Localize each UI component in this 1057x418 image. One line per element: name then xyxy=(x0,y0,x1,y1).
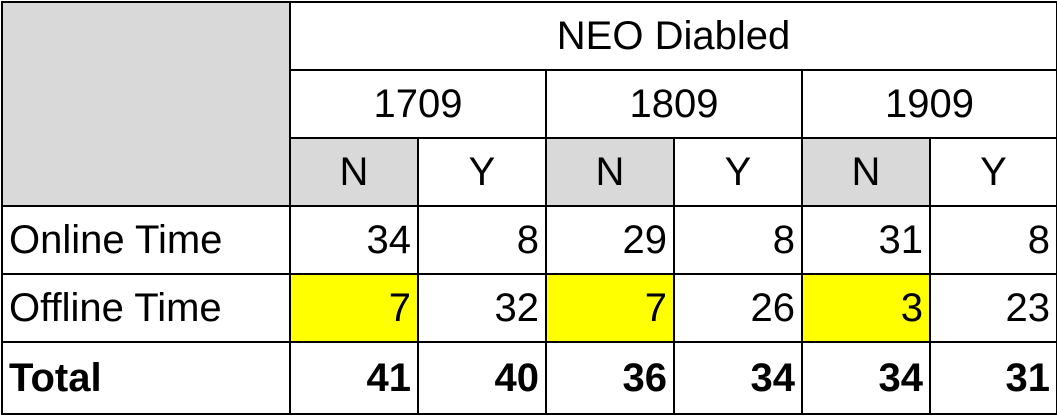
total-cell: 41 xyxy=(289,341,419,415)
total-cell: 31 xyxy=(928,341,1057,415)
month-header: 1809 xyxy=(545,69,803,139)
data-cell: 32 xyxy=(417,273,547,343)
data-cell: 8 xyxy=(928,205,1057,275)
table-row: Offline Time 7 32 7 26 3 23 xyxy=(1,273,1057,343)
total-cell: 34 xyxy=(673,341,803,415)
highlighted-data-cell: 3 xyxy=(801,273,931,343)
sub-column-header: N xyxy=(545,137,675,207)
total-cell: 34 xyxy=(801,341,931,415)
month-header: 1909 xyxy=(800,69,1057,139)
total-cell: 40 xyxy=(417,341,547,415)
sub-column-header: Y xyxy=(928,137,1057,207)
row-label: Total xyxy=(1,341,291,415)
corner-cell xyxy=(1,1,291,207)
month-header: 1709 xyxy=(289,69,547,139)
data-cell: 8 xyxy=(673,205,803,275)
sub-column-header: Y xyxy=(417,137,547,207)
data-cell: 29 xyxy=(545,205,675,275)
row-label: Offline Time xyxy=(1,273,291,343)
data-cell: 26 xyxy=(673,273,803,343)
row-label: Online Time xyxy=(1,205,291,275)
sub-column-header: Y xyxy=(673,137,803,207)
total-row: Total 41 40 36 34 34 31 xyxy=(1,341,1057,415)
table-title: NEO Diabled xyxy=(288,1,1057,71)
highlighted-data-cell: 7 xyxy=(545,273,675,343)
total-cell: 36 xyxy=(545,341,675,415)
data-cell: 34 xyxy=(289,205,419,275)
data-cell: 23 xyxy=(928,273,1057,343)
table-row: Online Time 34 8 29 8 31 8 xyxy=(1,205,1057,275)
sub-column-header: N xyxy=(289,137,419,207)
sub-column-header: N xyxy=(801,137,931,207)
data-cell: 8 xyxy=(417,205,547,275)
data-cell: 31 xyxy=(801,205,931,275)
highlighted-data-cell: 7 xyxy=(289,273,419,343)
